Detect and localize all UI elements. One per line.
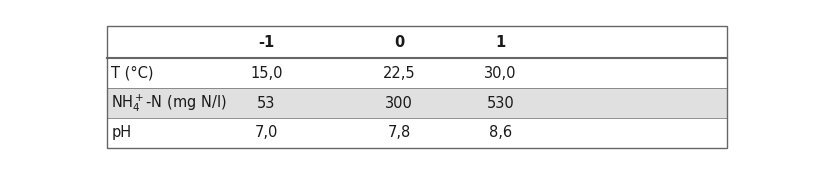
Bar	[107, 118, 727, 148]
Text: 8,6: 8,6	[489, 125, 512, 140]
Text: 7,0: 7,0	[255, 125, 278, 140]
Bar	[107, 58, 727, 88]
Text: 7,8: 7,8	[388, 125, 410, 140]
Text: 530: 530	[486, 95, 514, 110]
Text: 1: 1	[495, 35, 506, 50]
Bar	[107, 88, 727, 118]
Text: T (°C): T (°C)	[112, 66, 154, 81]
Text: 300: 300	[385, 95, 413, 110]
Text: -1: -1	[259, 35, 274, 50]
Text: 0: 0	[394, 35, 405, 50]
Text: 15,0: 15,0	[251, 66, 282, 81]
Text: pH: pH	[112, 125, 131, 140]
Text: NH$_4^+$-N (mg N/l): NH$_4^+$-N (mg N/l)	[112, 92, 227, 114]
Bar	[107, 26, 727, 58]
Text: 22,5: 22,5	[383, 66, 415, 81]
Text: 30,0: 30,0	[484, 66, 517, 81]
Text: 53: 53	[257, 95, 276, 110]
